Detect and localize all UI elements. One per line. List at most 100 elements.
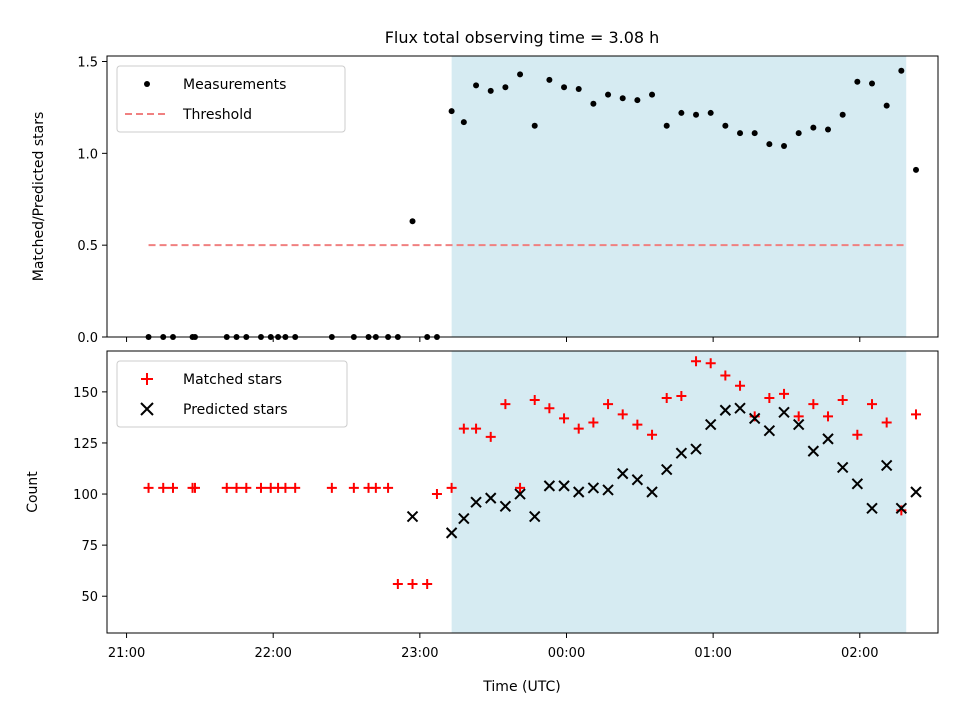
data-point [605,91,612,98]
data-point [558,480,570,492]
data-point [825,126,832,133]
top-panel: 0.0 0.5 1.0 1.5 Matched/Predicted stars Measu… [31,55,939,346]
legend-box [116,65,346,133]
data-point [661,393,672,403]
data-point [544,403,555,414]
legend-plus-icon [141,373,153,385]
legend-label: Measurements [183,77,286,93]
data-point [372,334,379,340]
data-point [470,496,482,508]
data-point [646,486,658,498]
data-point [424,334,431,340]
data-point [852,429,863,440]
data-point [588,417,599,428]
data-point [487,87,494,94]
data-point [676,390,687,401]
data-point [735,380,746,391]
data-point [707,109,714,116]
data-point [911,409,922,420]
data-point [869,80,876,87]
data-point [292,334,299,340]
y-tick-label: 100 [73,488,98,503]
data-point [660,463,673,476]
data-point [257,334,264,340]
data-point [191,334,198,340]
data-point [766,141,773,148]
data-point [167,482,178,493]
data-point [778,406,790,419]
data-point [851,478,864,490]
data-point [779,388,790,399]
data-point [499,500,512,513]
data-point [881,417,892,428]
legend-x-icon [140,402,154,416]
data-point [502,84,509,91]
data-point [143,482,154,493]
data-point [169,334,176,340]
data-point [575,86,582,93]
data-point [407,578,418,589]
x-tick-label: 21:00 [108,646,145,661]
data-point [719,404,732,416]
y-tick-label: 1.0 [77,147,98,162]
data-point [720,370,731,381]
data-point [675,447,688,459]
data-point [617,467,629,480]
data-point [446,482,457,493]
data-point [822,433,834,445]
data-point [383,482,394,493]
y-tick-label: 150 [73,386,98,401]
data-point [543,480,556,492]
y-axis-label: Matched/Predicted stars [31,112,47,282]
chart-title: Flux total observing time = 3.08 h [385,28,660,47]
data-point [867,399,878,410]
data-point [385,334,392,340]
data-point [587,482,600,494]
data-point [880,459,893,472]
data-point [485,492,497,504]
series-predicted-stars [406,402,922,539]
data-point [458,512,470,525]
data-point [839,111,846,118]
data-point [634,97,641,104]
data-point [573,486,585,498]
data-point [282,334,289,340]
data-point [722,122,729,129]
y-tick-label: 50 [81,590,98,605]
data-point [837,395,848,406]
legend-box [116,360,348,428]
data-point [485,431,496,442]
data-point [883,102,890,109]
legend-label: Threshold [182,107,252,123]
data-point [394,334,401,340]
data-point [406,510,419,523]
data-point [663,122,670,129]
data-point [392,578,403,589]
y-tick-label: 1.5 [77,56,98,71]
series-matched-stars [143,356,922,589]
y-tick-label: 0.0 [77,331,98,346]
data-point [561,84,568,91]
data-point [704,418,717,431]
data-point [517,71,524,78]
data-point [631,474,644,486]
data-point [267,334,274,340]
data-point [531,122,538,129]
data-point [866,502,878,515]
data-point [448,108,455,115]
data-point [473,82,480,89]
data-point [280,482,291,493]
data-point [158,482,169,493]
data-point [617,409,628,420]
x-tick-label: 00:00 [548,646,585,661]
data-point [500,399,511,410]
y-axis-label: Count [25,471,41,513]
y-tick-label: 0.5 [77,239,98,254]
data-point [241,482,252,493]
legend-label: Predicted stars [183,402,288,418]
data-point [290,482,301,493]
highlight-band [451,351,907,633]
data-point [348,482,359,493]
data-point [328,334,335,340]
